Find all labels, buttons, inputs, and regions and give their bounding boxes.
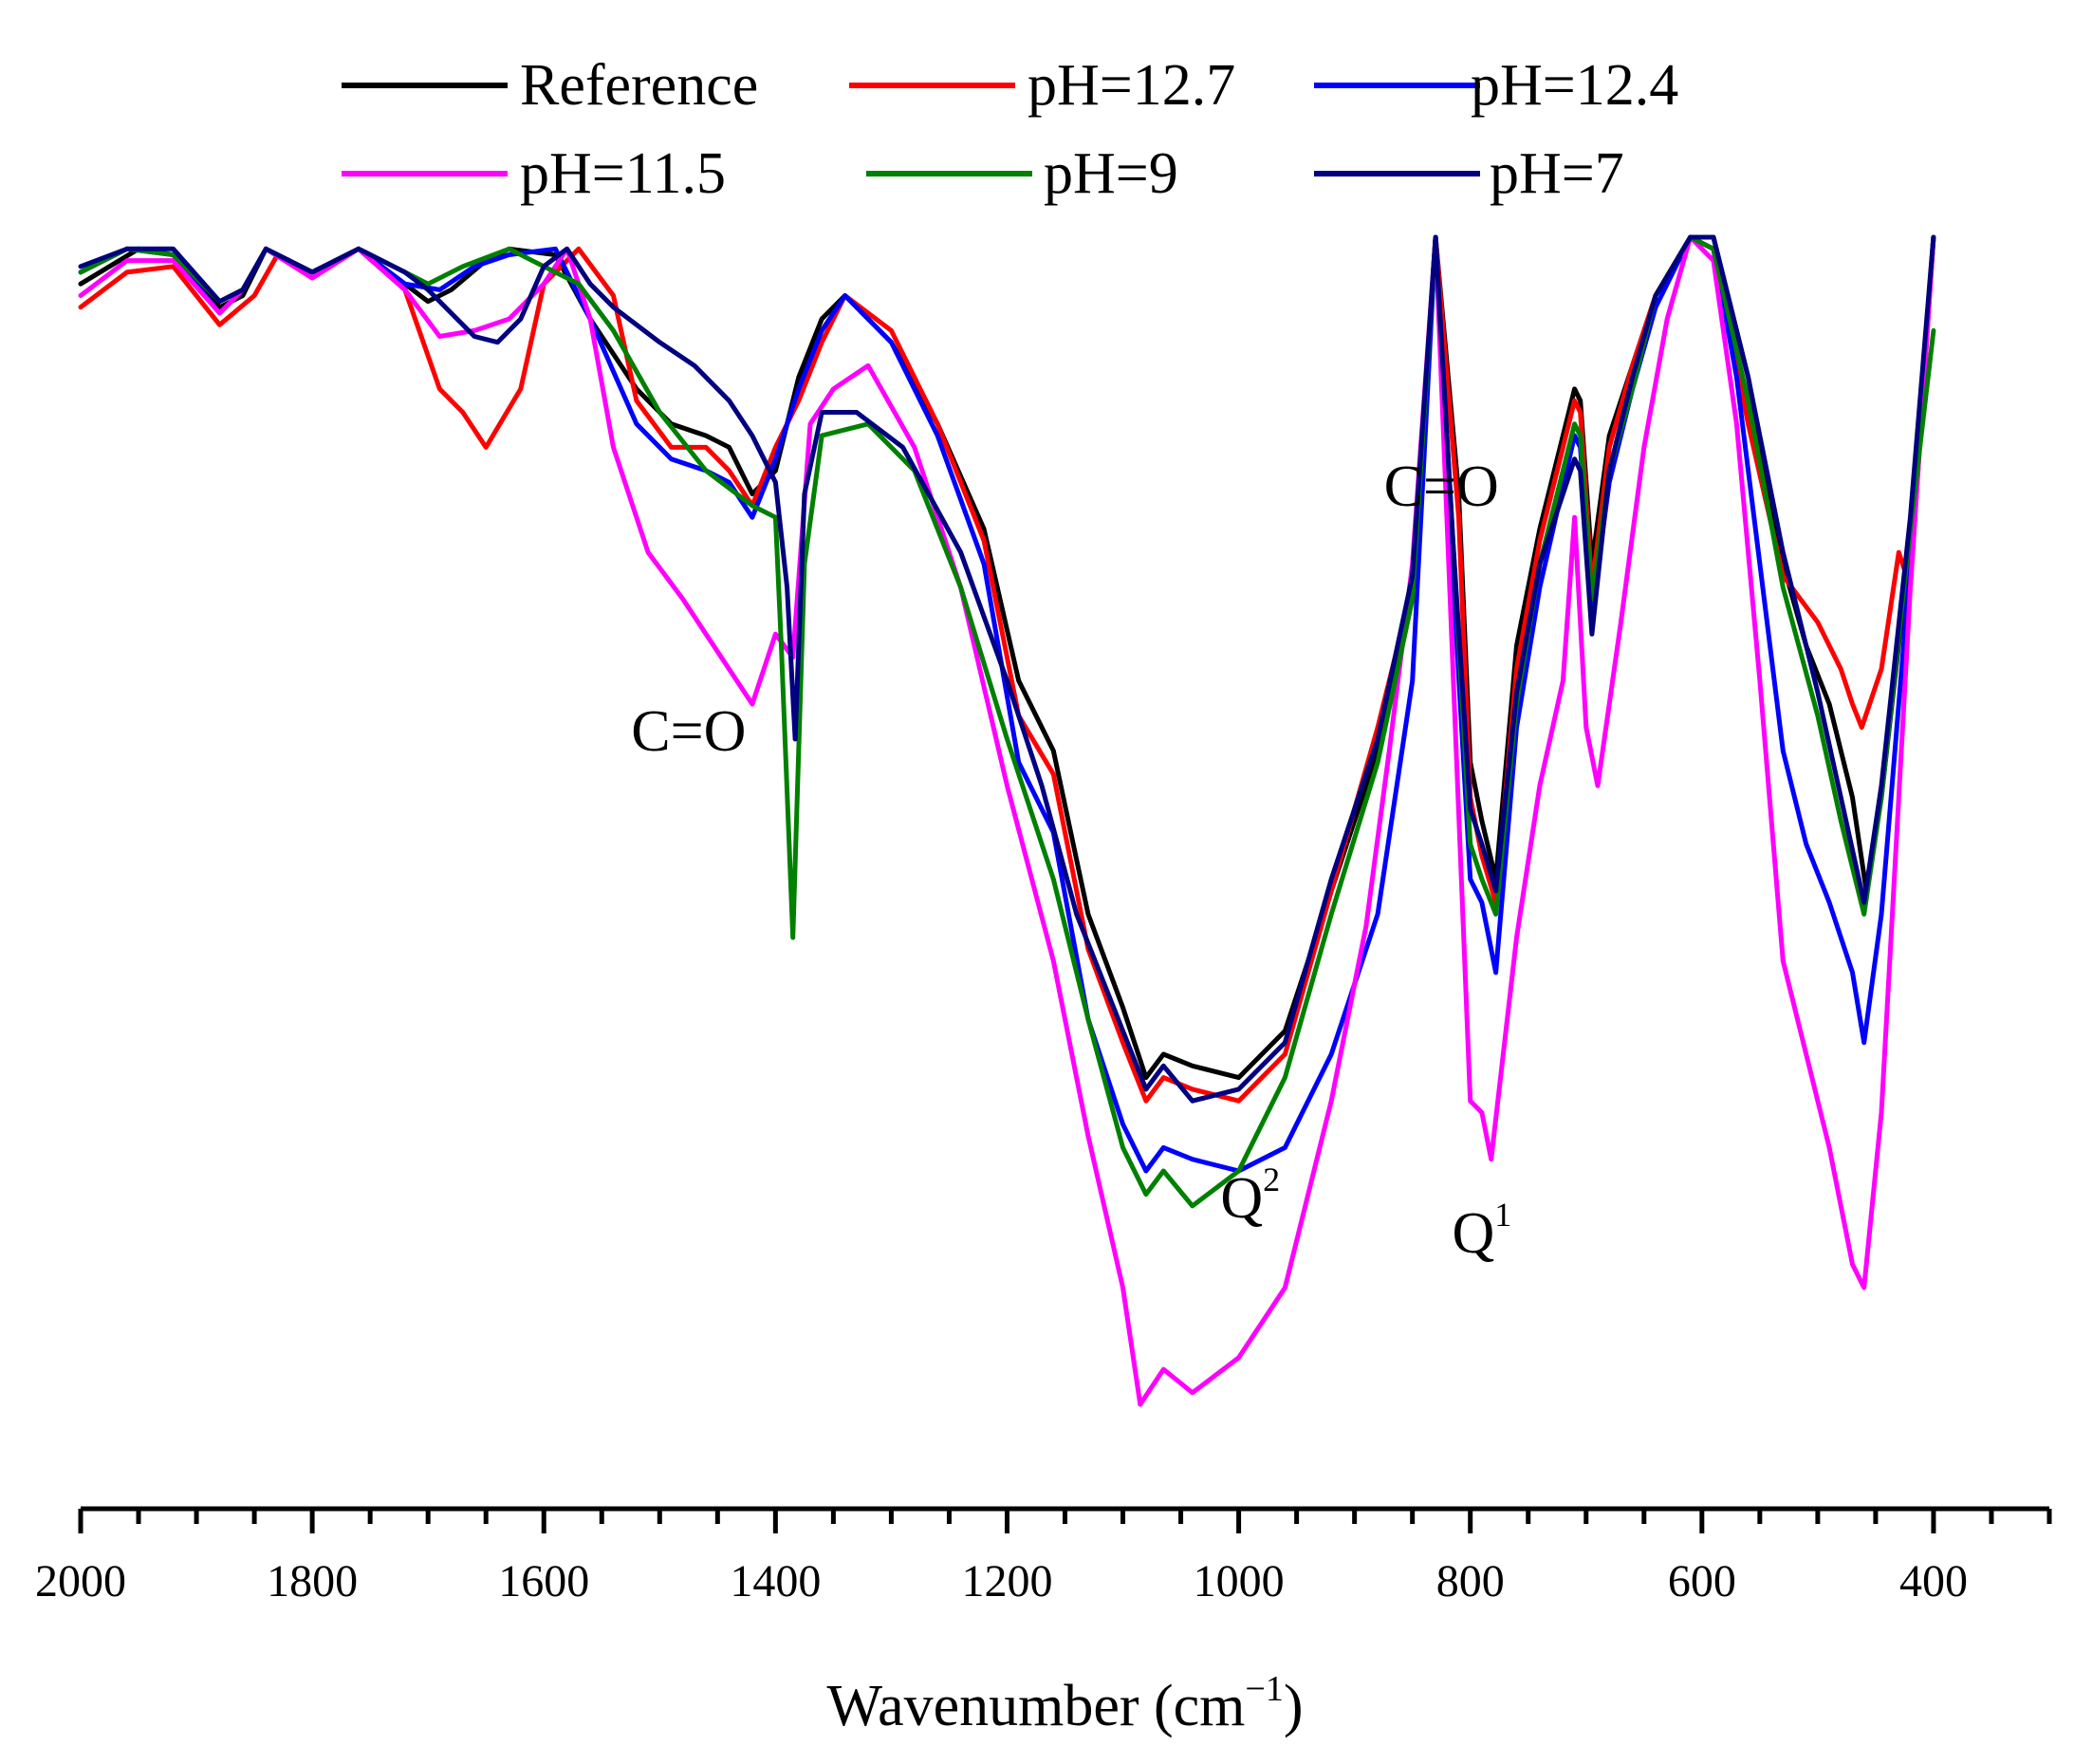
x-ticks: 2000 1800 1600 1400 1200 1000 800 600 400 — [35, 1509, 2052, 1606]
x-tick-label: 400 — [1899, 1556, 1968, 1606]
x-axis-title: Wavenumber (cm−1) — [827, 1669, 1304, 1738]
x-axis-title-close: ) — [1284, 1674, 1304, 1738]
x-tick-label: 1000 — [1194, 1556, 1285, 1606]
x-axis-title-superscript: −1 — [1245, 1669, 1283, 1709]
x-axis-title-main: Wavenumber (cm — [827, 1674, 1246, 1738]
legend-label-ph-12-4: pH=12.4 — [1471, 53, 1678, 118]
plot-area — [78, 234, 1936, 1407]
legend-item-ph-9: pH=9 — [866, 141, 1178, 206]
annotation-c-o: C=O — [631, 699, 746, 764]
annotations: C=O C=O Q2 Q1 — [631, 455, 1511, 1266]
legend-item-ph-12-7: pH=12.7 — [849, 53, 1235, 118]
legend-item-reference: Reference — [342, 53, 758, 118]
legend-label-ph-9: pH=9 — [1044, 141, 1178, 206]
x-tick-label: 600 — [1668, 1556, 1736, 1606]
series-line-ph-11-5 — [78, 234, 1936, 1407]
x-tick-label: 2000 — [35, 1556, 126, 1606]
legend-item-ph-11-5: pH=11.5 — [342, 141, 726, 206]
annotation-q2: Q2 — [1220, 1161, 1280, 1231]
series-line-ph-12-7 — [78, 234, 1936, 1104]
x-axis: 2000 1800 1600 1400 1200 1000 800 600 400 — [35, 1506, 2052, 1606]
legend: Reference pH=12.7 pH=12.4 pH=11.5 pH=9 pH=7 — [342, 53, 1678, 206]
legend-item-ph-12-4: pH=12.4 — [1314, 53, 1678, 118]
legend-label-ph-11-5: pH=11.5 — [520, 141, 726, 206]
legend-label-ph-12-7: pH=12.7 — [1028, 53, 1235, 118]
annotation-c-o: C=O — [1384, 455, 1499, 519]
x-tick-label: 1800 — [267, 1556, 358, 1606]
x-tick-label: 1600 — [498, 1556, 589, 1606]
annotation-q1: Q1 — [1453, 1196, 1512, 1266]
legend-label-reference: Reference — [520, 53, 758, 118]
series-line-ph-7 — [78, 234, 1936, 1104]
x-tick-label: 1200 — [961, 1556, 1052, 1606]
x-tick-label: 1400 — [730, 1556, 821, 1606]
legend-item-ph-7: pH=7 — [1314, 141, 1624, 206]
legend-label-ph-7: pH=7 — [1490, 141, 1624, 206]
x-tick-label: 800 — [1436, 1556, 1505, 1606]
